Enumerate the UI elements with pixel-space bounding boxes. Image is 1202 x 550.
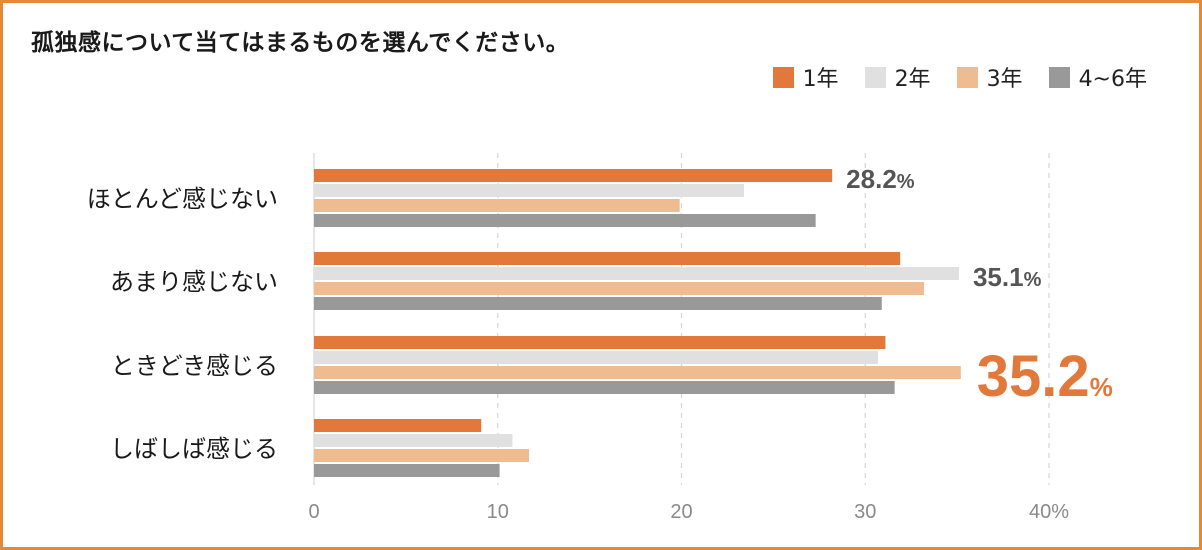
bar xyxy=(314,199,680,212)
bar xyxy=(314,381,895,394)
bar xyxy=(314,214,816,227)
tick-label: 40% xyxy=(1029,501,1069,523)
category-label: ほとんど感じない xyxy=(87,185,278,213)
data-label: 35.1% xyxy=(973,262,1042,292)
tick-label: 30 xyxy=(854,501,876,523)
bar xyxy=(314,351,879,364)
data-label-unit: % xyxy=(1024,269,1042,291)
bar xyxy=(314,336,886,349)
category-label: ときどき感じる xyxy=(111,352,278,380)
tick-label: 0 xyxy=(308,501,319,523)
legend-label: 1年 xyxy=(802,67,839,92)
bar xyxy=(314,449,529,462)
category-label: しばしば感じる xyxy=(110,435,278,463)
bar xyxy=(314,267,959,280)
legend-swatch xyxy=(864,66,886,88)
legend-item: 1年 xyxy=(772,61,839,93)
bar xyxy=(314,366,961,379)
bar xyxy=(314,252,901,265)
bar xyxy=(314,434,513,447)
bar xyxy=(314,282,925,295)
data-label: 35.2% xyxy=(977,344,1113,409)
legend-swatch xyxy=(772,66,794,88)
chart-legend: 1年 2年 3年 4~6年 xyxy=(772,61,1147,93)
bar xyxy=(314,419,482,432)
legend-label: 2年 xyxy=(894,67,931,92)
legend-item: 4~6年 xyxy=(1048,61,1147,93)
bar xyxy=(314,169,833,182)
legend-label: 3年 xyxy=(986,67,1023,92)
tick-label: 20 xyxy=(670,501,692,523)
category-label: あまり感じない xyxy=(110,268,278,296)
legend-swatch xyxy=(1048,66,1070,88)
data-label: 28.2% xyxy=(846,164,915,194)
data-label-number: 35.1 xyxy=(973,262,1024,292)
chart-title: 孤独感について当てはまるものを選んでください。 xyxy=(31,30,570,56)
legend-label: 4~6年 xyxy=(1078,67,1147,92)
bar xyxy=(314,184,744,197)
data-label-unit: % xyxy=(897,171,915,193)
legend-item: 2年 xyxy=(864,61,931,93)
data-label-number: 28.2 xyxy=(846,164,897,194)
legend-swatch xyxy=(956,66,978,88)
tick-label: 10 xyxy=(487,501,509,523)
bar xyxy=(314,464,500,477)
data-label-unit: % xyxy=(1090,372,1113,402)
legend-item: 3年 xyxy=(956,61,1023,93)
data-label-number: 35.2 xyxy=(977,344,1090,409)
bar xyxy=(314,297,882,310)
